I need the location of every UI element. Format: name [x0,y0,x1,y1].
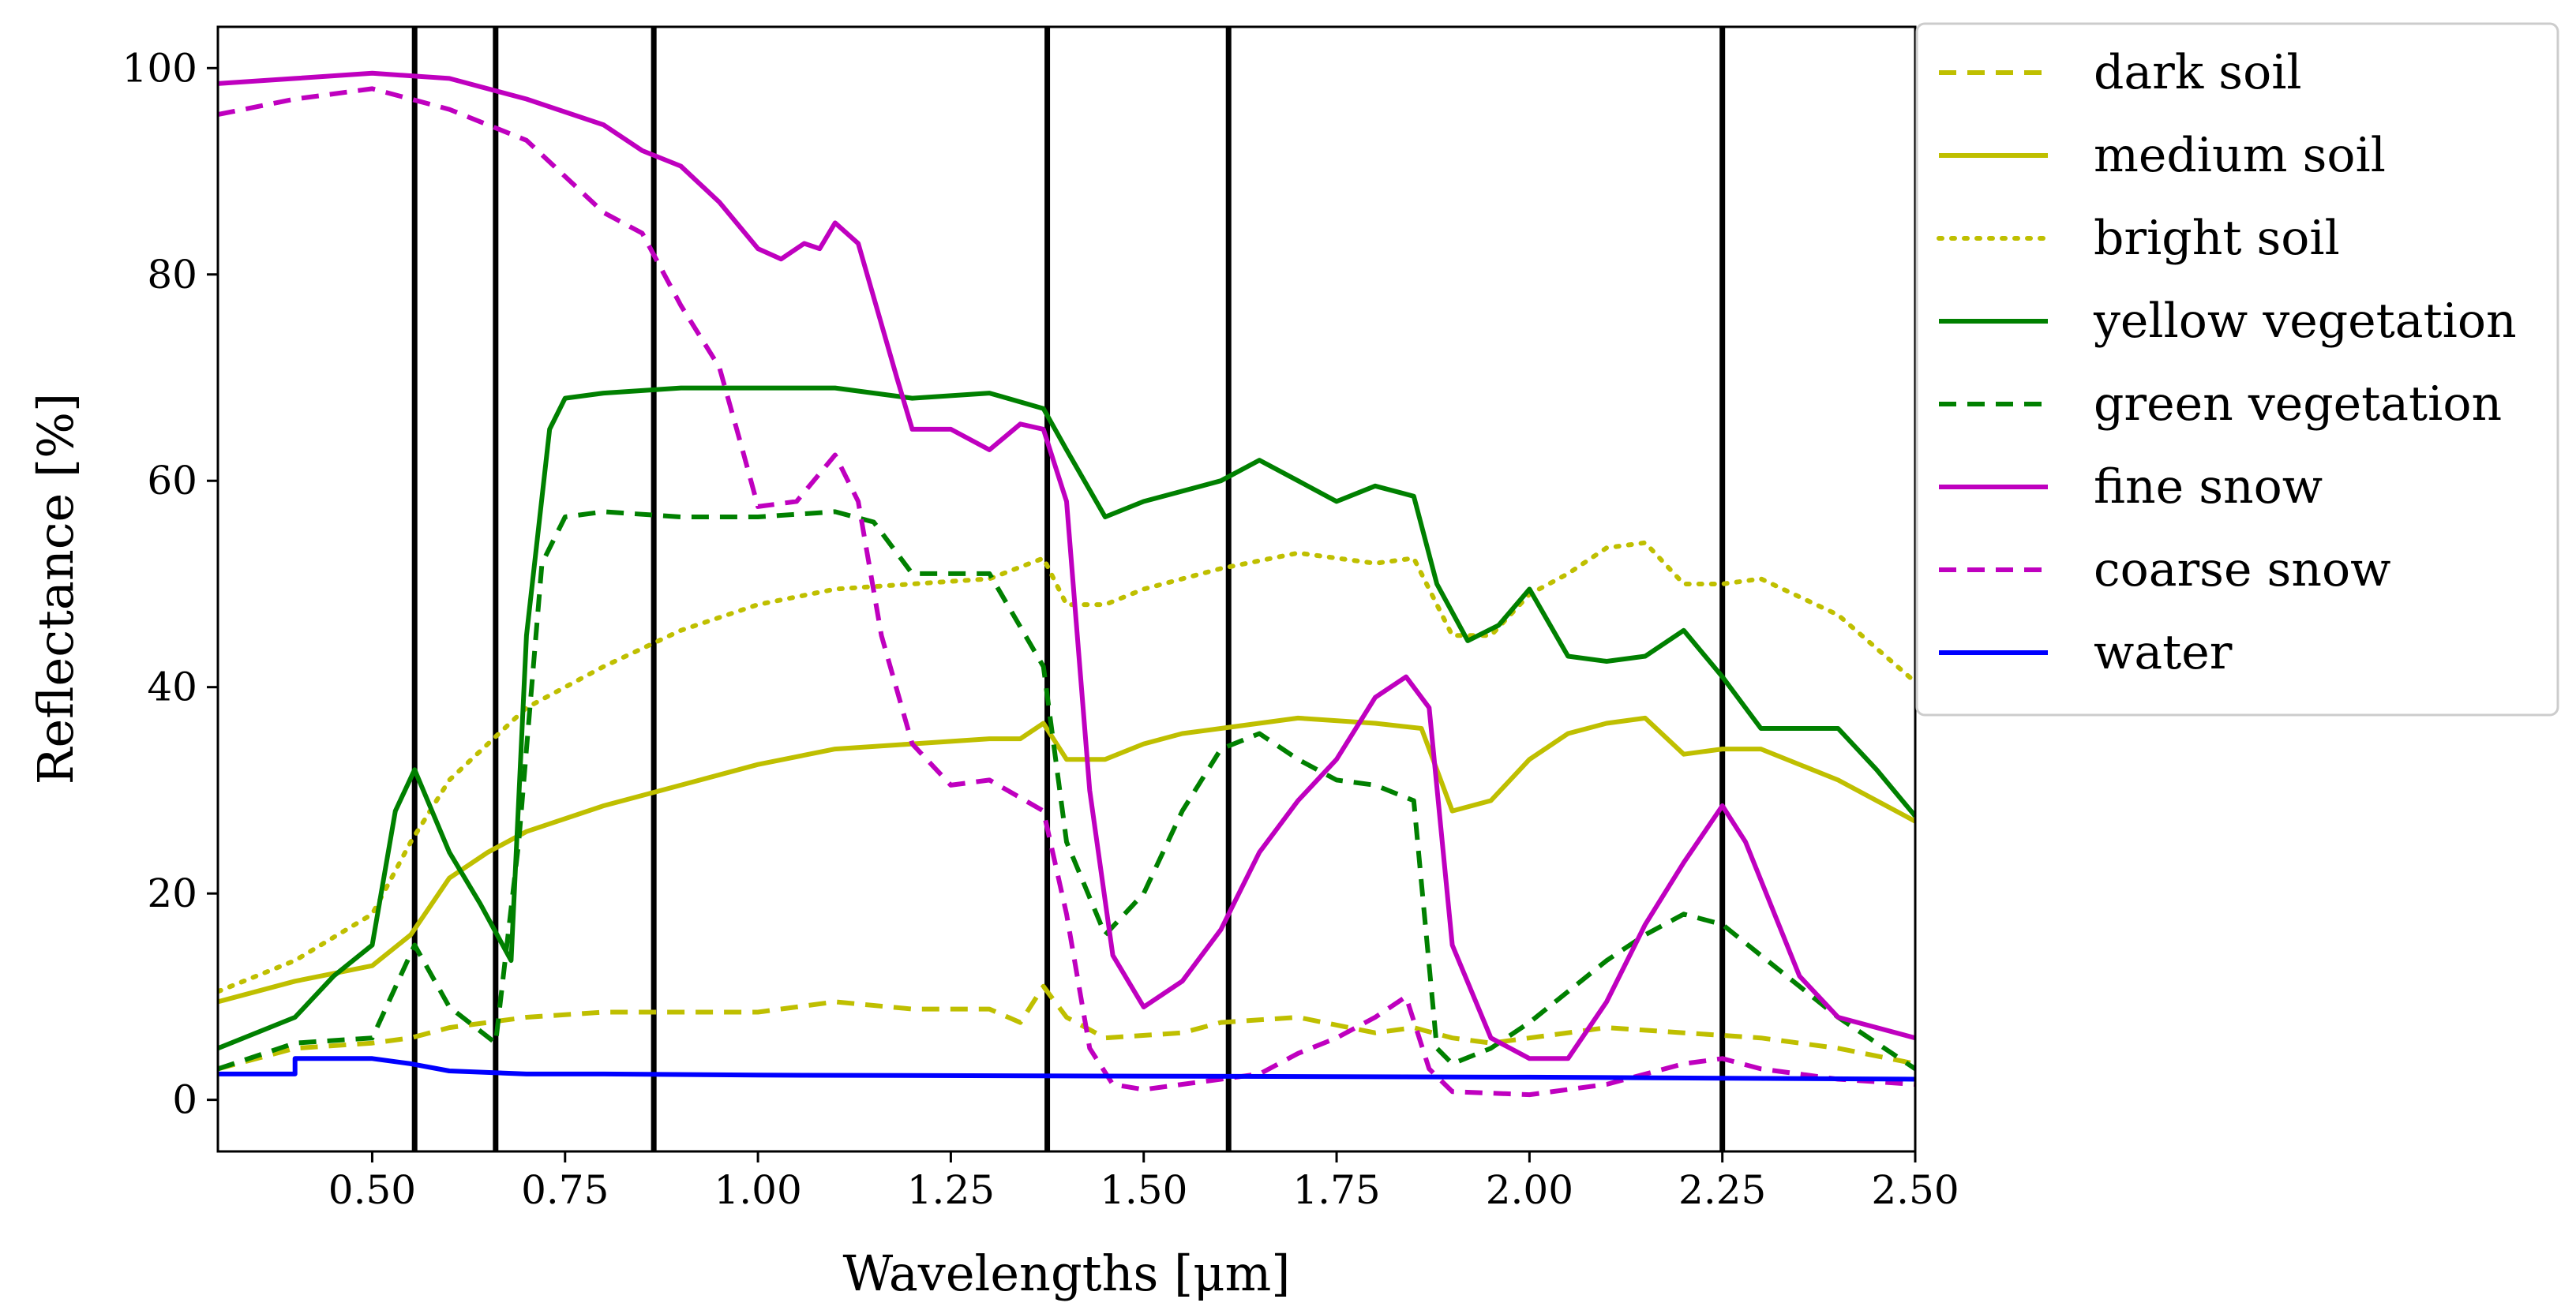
y-tick-label: 80 [147,252,197,298]
series-line-6 [218,70,1915,1061]
legend: dark soil medium soil bright soil yellow ve… [1915,22,2559,717]
x-tick-label: 1.50 [1100,1167,1187,1213]
series-layer [218,70,1915,1098]
series-line-7 [218,86,1915,1098]
series-line-5 [218,509,1915,1072]
x-tick-label: 1.00 [714,1167,801,1213]
x-tick-label: 2.25 [1678,1167,1766,1213]
y-tick-label: 40 [147,664,197,710]
x-axis-label: Wavelengths [μm] [843,1245,1291,1302]
y-axis-label: Reflectance [%] [27,393,84,784]
x-tick-label: 1.25 [907,1167,995,1213]
series-line-4 [218,385,1915,1051]
series-line-3 [218,540,1915,994]
legend-box [1915,22,2559,717]
legend-label-6: fine snow [2094,459,2323,515]
legend-label-4: yellow vegetation [2093,294,2517,349]
legend-label-7: coarse snow [2094,542,2390,597]
x-axis: 0.50 0.75 1.00 1.25 1.50 1.75 2.00 2.25 2.50 [328,1151,1959,1213]
x-tick-label: 1.75 [1292,1167,1380,1213]
x-tick-label: 0.50 [328,1167,416,1213]
x-tick-label: 0.75 [521,1167,609,1213]
legend-label-1: dark soil [2094,45,2302,100]
legend-label-2: medium soil [2094,128,2386,183]
legend-label-5: green vegetation [2094,376,2502,432]
series-line-2 [218,715,1915,1005]
plot-frame [216,25,1917,1153]
y-tick-label: 60 [147,458,197,504]
y-tick-label: 0 [172,1077,197,1123]
band-lines [411,27,1726,1151]
y-tick-label: 100 [122,45,197,91]
y-tick-label: 20 [147,870,197,916]
x-tick-label: 2.50 [1871,1167,1959,1213]
x-tick-label: 2.00 [1486,1167,1573,1213]
y-axis: 0 20 40 60 80 100 [122,45,218,1123]
legend-label-3: bright soil [2094,211,2340,266]
series-line-8 [218,1056,1915,1082]
series-line-1 [218,983,1915,1072]
legend-label-8: water [2094,625,2233,680]
